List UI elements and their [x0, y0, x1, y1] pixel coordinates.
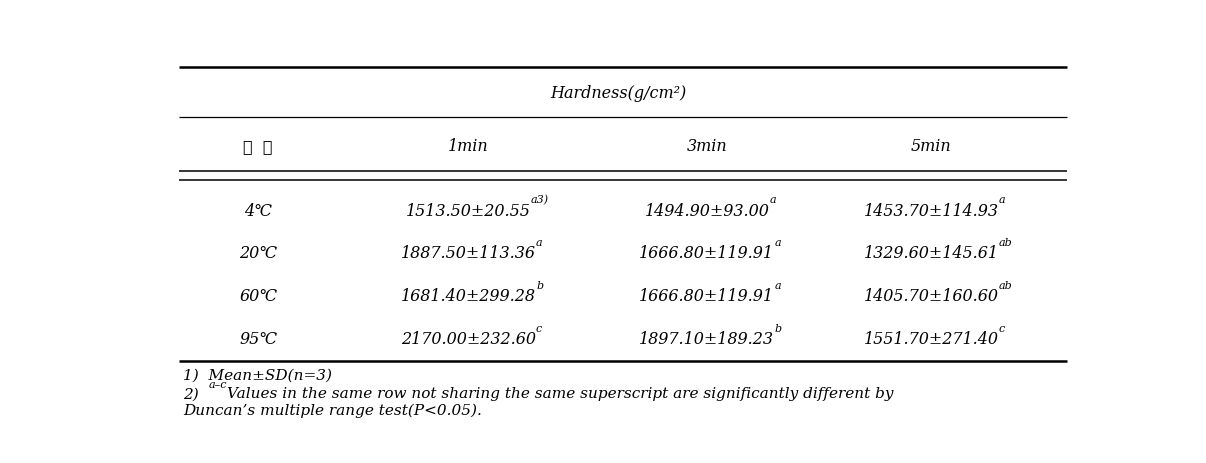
- Text: c: c: [535, 323, 543, 333]
- Text: a–c: a–c: [209, 379, 228, 389]
- Text: 1min: 1min: [449, 138, 488, 155]
- Text: a: a: [774, 238, 781, 248]
- Text: 1666.80±119.91: 1666.80±119.91: [639, 288, 774, 305]
- Text: Duncan’s multiple range test(P<0.05).: Duncan’s multiple range test(P<0.05).: [183, 403, 482, 418]
- Text: 60℃: 60℃: [239, 288, 277, 305]
- Text: b: b: [535, 281, 543, 290]
- Text: 1551.70±271.40: 1551.70±271.40: [863, 331, 999, 347]
- Text: 1666.80±119.91: 1666.80±119.91: [639, 245, 774, 262]
- Text: 1329.60±145.61: 1329.60±145.61: [863, 245, 999, 262]
- Text: 1)  Mean±SD(n=3): 1) Mean±SD(n=3): [183, 368, 333, 382]
- Text: ab: ab: [999, 238, 1012, 248]
- Text: Hardness(g/cm²): Hardness(g/cm²): [550, 85, 686, 101]
- Text: 20℃: 20℃: [239, 245, 277, 262]
- Text: a: a: [535, 238, 543, 248]
- Text: a: a: [774, 281, 781, 290]
- Text: 2170.00±232.60: 2170.00±232.60: [402, 331, 535, 347]
- Text: c: c: [999, 323, 1005, 333]
- Text: 치  리: 치 리: [244, 138, 273, 155]
- Text: 1897.10±189.23: 1897.10±189.23: [639, 331, 774, 347]
- Text: a: a: [769, 195, 775, 205]
- Text: 4℃: 4℃: [245, 202, 273, 219]
- Text: 1405.70±160.60: 1405.70±160.60: [863, 288, 999, 305]
- Text: 1494.90±93.00: 1494.90±93.00: [644, 202, 769, 219]
- Text: 5min: 5min: [911, 138, 952, 155]
- Text: 1513.50±20.55: 1513.50±20.55: [406, 202, 531, 219]
- Text: ab: ab: [999, 281, 1012, 290]
- Text: a3): a3): [531, 194, 549, 205]
- Text: 1453.70±114.93: 1453.70±114.93: [863, 202, 999, 219]
- Text: 1887.50±113.36: 1887.50±113.36: [402, 245, 535, 262]
- Text: Values in the same row not sharing the same superscript are significantly differ: Values in the same row not sharing the s…: [228, 387, 894, 400]
- Text: 1681.40±299.28: 1681.40±299.28: [402, 288, 535, 305]
- Text: a: a: [999, 195, 1006, 205]
- Text: 3min: 3min: [686, 138, 727, 155]
- Text: 95℃: 95℃: [239, 331, 277, 347]
- Text: b: b: [774, 323, 781, 333]
- Text: 2): 2): [183, 387, 209, 400]
